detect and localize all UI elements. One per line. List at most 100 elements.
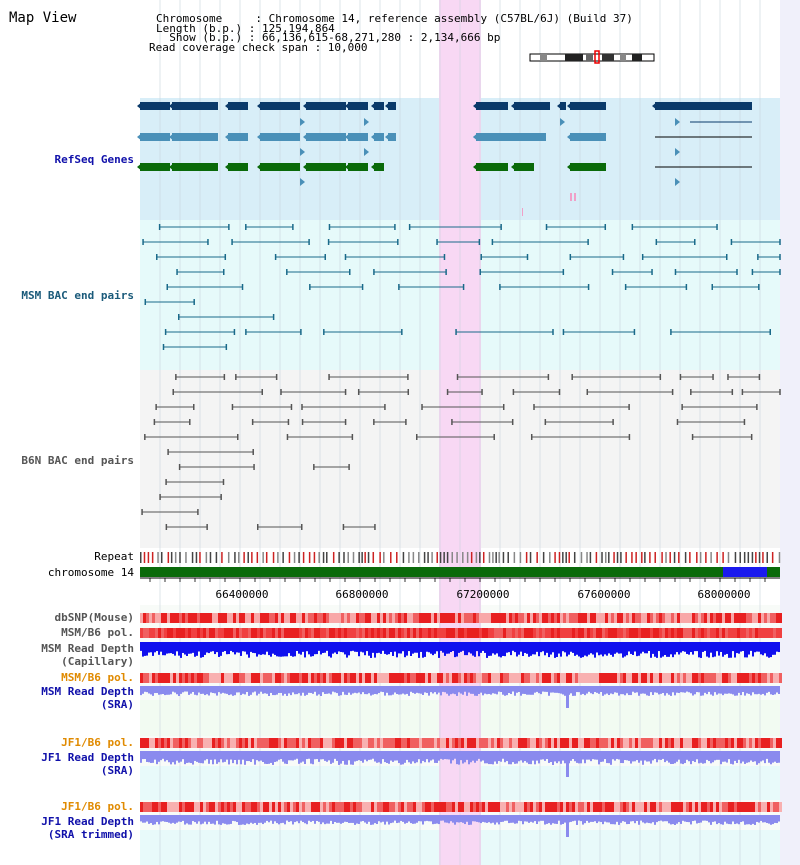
repeat-mark	[170, 552, 173, 563]
polymorphism-cell	[746, 673, 749, 683]
read-depth-bar	[608, 642, 610, 654]
track-label-refseq[interactable]: RefSeq Genes	[54, 153, 134, 166]
read-depth-bar	[432, 686, 434, 694]
read-depth-bar	[590, 686, 592, 694]
polymorphism-cell	[308, 673, 311, 683]
read-depth-bar	[342, 815, 344, 823]
polymorphism-cell	[212, 673, 215, 683]
read-depth-bar	[476, 815, 478, 822]
polymorphism-cell	[569, 738, 572, 748]
read-depth-bar	[582, 815, 584, 825]
polymorphism-cell	[587, 738, 590, 748]
read-depth-bar	[182, 815, 184, 821]
read-depth-bar	[654, 815, 656, 825]
track-label-msm-b6-pol-2[interactable]: MSM/B6 pol.	[61, 671, 134, 684]
read-depth-bar	[612, 642, 614, 657]
polymorphism-cell	[707, 738, 710, 748]
track-label-jf1-pol-2[interactable]: JF1/B6 pol.	[61, 800, 134, 813]
polymorphism-cell	[503, 613, 506, 623]
track-label-msm-depth-capillary[interactable]: MSM Read Depth	[41, 642, 134, 655]
polymorphism-cell	[767, 738, 770, 748]
read-depth-bar	[284, 751, 286, 764]
read-depth-bar	[700, 686, 702, 696]
read-depth-bar	[776, 686, 778, 693]
polymorphism-cell	[554, 613, 557, 623]
repeat-mark	[313, 552, 316, 563]
polymorphism-cell	[665, 802, 668, 812]
polymorphism-cell	[659, 673, 662, 683]
repeat-mark	[562, 552, 564, 563]
track-label-msm-b6-pol[interactable]: MSM/B6 pol.	[61, 626, 134, 639]
read-depth-bar	[554, 751, 556, 762]
polymorphism-cell	[527, 613, 530, 623]
polymorphism-cell	[752, 802, 755, 812]
polymorphism-cell	[206, 738, 209, 748]
polymorphism-cell	[473, 673, 476, 683]
read-depth-bar	[360, 642, 362, 652]
read-depth-bar	[210, 642, 212, 652]
track-label-jf1-depth-trimmed[interactable]: JF1 Read Depth	[41, 815, 134, 828]
read-depth-bar	[344, 815, 346, 822]
polymorphism-cell	[236, 802, 239, 812]
read-depth-bar	[746, 815, 748, 825]
polymorphism-cell	[551, 673, 554, 683]
polymorphism-cell	[776, 628, 779, 638]
polymorphism-cell	[218, 613, 221, 623]
read-depth-bar	[376, 686, 378, 695]
polymorphism-cell	[314, 673, 317, 683]
read-depth-bar	[336, 815, 338, 823]
repeat-mark	[396, 552, 398, 563]
track-label-msm-bac[interactable]: MSM BAC end pairs	[21, 289, 134, 302]
polymorphism-cell	[155, 673, 158, 683]
read-depth-bar	[304, 642, 306, 658]
read-depth-bar	[468, 686, 470, 693]
polymorphism-cell	[482, 628, 485, 638]
polymorphism-cell	[575, 738, 578, 748]
read-depth-bar	[212, 751, 214, 765]
read-depth-bar	[616, 642, 618, 653]
polymorphism-cell	[350, 738, 353, 748]
read-depth-bar	[372, 642, 374, 653]
track-label-jf1-pol[interactable]: JF1/B6 pol.	[61, 736, 134, 749]
polymorphism-cell	[362, 628, 365, 638]
polymorphism-cell	[296, 673, 299, 683]
polymorphism-cell	[524, 613, 527, 623]
read-depth-bar	[202, 751, 204, 764]
read-depth-bar	[270, 642, 272, 657]
polymorphism-cell	[431, 738, 434, 748]
read-depth-bar	[156, 686, 158, 694]
read-depth-bar	[594, 751, 596, 760]
polymorphism-cell	[743, 738, 746, 748]
polymorphism-cell	[614, 738, 617, 748]
read-depth-bar	[244, 751, 246, 765]
track-label-msm-depth-capillary-sub: (Capillary)	[61, 655, 134, 668]
read-depth-bar	[360, 815, 362, 822]
polymorphism-cell	[533, 673, 536, 683]
polymorphism-cell	[263, 673, 266, 683]
polymorphism-cell	[221, 628, 224, 638]
read-depth-spike	[566, 815, 569, 837]
read-depth-bar	[218, 686, 220, 693]
polymorphism-cell	[752, 613, 755, 623]
read-depth-bar	[490, 686, 492, 695]
polymorphism-cell	[731, 673, 734, 683]
read-depth-bar	[546, 642, 548, 653]
polymorphism-cell	[770, 628, 773, 638]
polymorphism-cell	[500, 613, 503, 623]
read-depth-bar	[764, 686, 766, 696]
track-label-dbsnp[interactable]: dbSNP(Mouse)	[54, 611, 134, 624]
track-label-jf1-depth-sra[interactable]: JF1 Read Depth	[41, 751, 134, 764]
polymorphism-cell	[425, 802, 428, 812]
read-depth-bar	[192, 815, 194, 822]
read-depth-bar	[744, 686, 746, 696]
read-depth-bar	[684, 751, 686, 764]
track-label-b6n-bac[interactable]: B6N BAC end pairs	[21, 454, 134, 467]
read-depth-bar	[484, 815, 486, 823]
read-depth-bar	[226, 815, 228, 825]
repeat-mark	[408, 552, 410, 563]
polymorphism-cell	[491, 738, 494, 748]
read-depth-bar	[638, 815, 640, 825]
track-label-msm-depth-sra[interactable]: MSM Read Depth	[41, 685, 134, 698]
